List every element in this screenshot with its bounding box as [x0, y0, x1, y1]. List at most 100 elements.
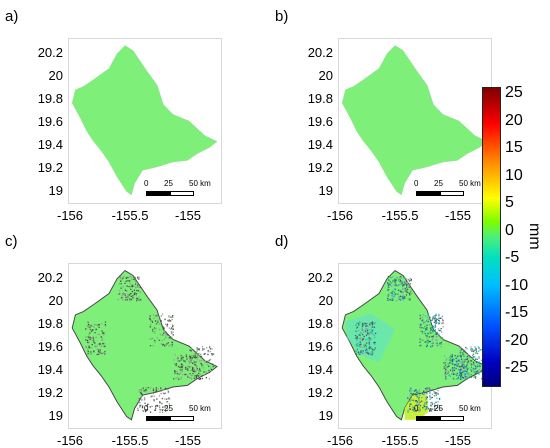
noise-speck: [366, 348, 368, 350]
noise-speck: [432, 341, 434, 344]
noise-speck: [435, 313, 437, 315]
map-frame: 0 25 50 km: [338, 38, 492, 204]
noise-speck: [449, 361, 451, 364]
noise-speck: [366, 351, 368, 354]
noise-speck: [85, 346, 87, 348]
noise-speck: [400, 277, 403, 279]
noise-speck: [457, 363, 460, 366]
noise-speck: [431, 396, 433, 399]
noise-speck: [188, 356, 190, 358]
noise-speck: [449, 375, 451, 377]
noise-speck: [426, 401, 428, 403]
noise-speck: [208, 359, 210, 362]
scale-label-50km: 50 km: [459, 179, 481, 188]
noise-speck: [440, 317, 443, 319]
noise-speck: [355, 324, 357, 326]
noise-speck: [460, 376, 462, 378]
noise-speck: [207, 349, 209, 352]
noise-speck: [208, 378, 211, 380]
scale-bar-white: [440, 191, 464, 196]
noise-speck: [448, 364, 450, 367]
noise-speck: [465, 376, 467, 378]
noise-speck: [397, 284, 399, 286]
noise-speck: [200, 356, 203, 358]
noise-speck: [140, 391, 142, 393]
noise-speck: [470, 348, 472, 351]
noise-speck: [370, 322, 373, 324]
noise-speck: [118, 283, 121, 285]
noise-speck: [463, 358, 465, 360]
noise-speck: [88, 345, 90, 347]
noise-speck: [432, 331, 434, 333]
noise-speck: [429, 409, 431, 411]
x-tick-label: -156: [326, 208, 354, 223]
noise-speck: [88, 341, 90, 344]
noise-speck: [156, 314, 159, 316]
noise-speck: [185, 354, 187, 356]
noise-speck: [360, 331, 362, 334]
noise-speck: [363, 335, 365, 338]
noise-speck: [198, 360, 201, 362]
noise-speck: [99, 333, 101, 336]
noise-speck: [202, 364, 204, 367]
noise-speck: [419, 341, 421, 343]
noise-speck: [436, 331, 438, 334]
noise-speck: [442, 326, 444, 328]
noise-speck: [465, 346, 467, 349]
noise-speck: [388, 299, 390, 301]
noise-speck: [180, 376, 182, 378]
noise-speck: [412, 406, 414, 408]
noise-speck: [372, 321, 374, 323]
noise-speck: [475, 377, 477, 379]
noise-speck: [368, 334, 370, 336]
y-tick-label: 19.8: [37, 91, 63, 106]
noise-speck: [369, 353, 372, 355]
noise-speck: [138, 276, 140, 279]
noise-speck: [93, 341, 95, 343]
y-tick-label: 19: [48, 183, 63, 198]
noise-speck: [175, 364, 177, 366]
noise-speck: [167, 398, 170, 400]
noise-speck: [212, 353, 215, 355]
noise-speck: [415, 403, 418, 405]
noise-speck: [362, 322, 364, 324]
noise-speck: [146, 405, 148, 407]
noise-speck: [209, 346, 211, 348]
noise-speck: [370, 338, 372, 340]
noise-speck: [152, 328, 154, 331]
noise-speck: [466, 363, 468, 366]
noise-speck: [129, 282, 131, 285]
noise-speck: [402, 295, 404, 297]
noise-speck: [461, 371, 463, 374]
noise-speck: [472, 363, 474, 366]
noise-speck: [117, 293, 119, 296]
noise-speck: [405, 282, 407, 284]
noise-speck: [436, 392, 438, 394]
noise-speck: [405, 294, 408, 296]
y-tick-label: 19.8: [307, 91, 333, 106]
noise-speck: [91, 343, 93, 346]
noise-speck: [463, 371, 465, 373]
noise-speck: [461, 376, 464, 378]
noise-speck: [435, 314, 438, 316]
noise-speck: [166, 325, 168, 328]
noise-speck: [162, 406, 164, 408]
noise-speck: [457, 360, 459, 362]
island-shape: [71, 45, 218, 196]
noise-speck: [439, 329, 442, 332]
noise-speck: [387, 299, 389, 301]
noise-speck: [178, 373, 180, 375]
noise-speck: [189, 373, 191, 375]
noise-speck: [154, 320, 157, 322]
noise-speck: [145, 410, 147, 413]
noise-speck: [160, 315, 163, 317]
noise-speck: [392, 295, 394, 297]
scale-label-50km: 50 km: [189, 404, 211, 413]
noise-speck: [364, 322, 366, 325]
y-tick-label: 19.2: [37, 385, 63, 400]
noise-speck: [404, 287, 406, 290]
noise-speck: [387, 287, 389, 289]
noise-speck: [164, 345, 166, 347]
noise-speck: [98, 326, 100, 328]
noise-speck: [168, 327, 171, 329]
